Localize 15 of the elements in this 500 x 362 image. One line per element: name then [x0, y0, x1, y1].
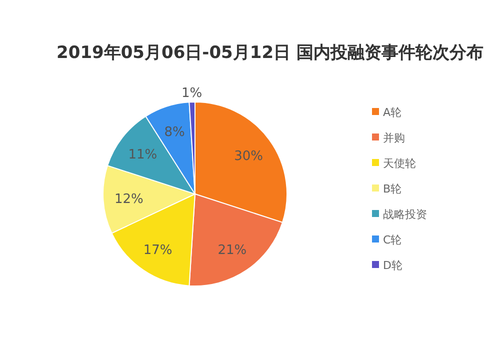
- data-label: 30%: [234, 149, 264, 164]
- data-label: 11%: [128, 147, 158, 162]
- data-label: 17%: [143, 242, 172, 258]
- legend-label: 战略投资: [383, 208, 427, 221]
- legend-label: C轮: [383, 234, 402, 246]
- data-label: 8%: [164, 125, 185, 140]
- data-label: 1%: [181, 86, 202, 102]
- legend-label: A轮: [383, 106, 402, 119]
- chart-title: 2019年05月06日-05月12日 国内投融资事件轮次分布: [56, 43, 484, 63]
- data-label: 12%: [114, 192, 144, 208]
- data-label: 21%: [218, 242, 247, 258]
- legend-label: B轮: [383, 182, 402, 196]
- legend-label: 并购: [383, 132, 405, 144]
- legend-label: 天使轮: [383, 157, 416, 170]
- legend-label: D轮: [383, 259, 402, 272]
